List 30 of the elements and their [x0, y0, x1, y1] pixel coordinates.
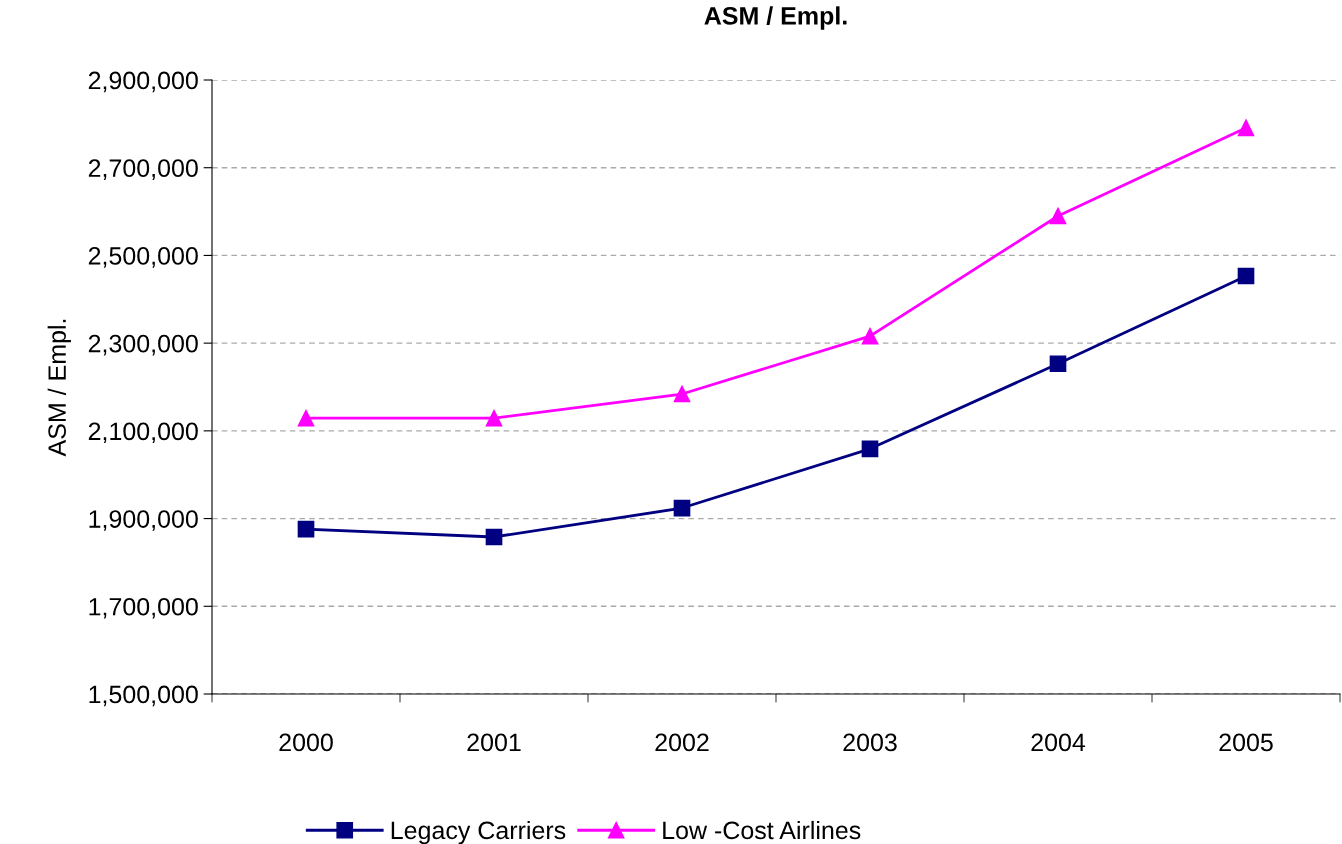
point	[673, 385, 691, 403]
y-tick-label: 2,300,000	[88, 334, 198, 356]
y-tick-label: 2,900,000	[88, 71, 198, 93]
legend-label: Low -Cost Airlines	[663, 820, 861, 840]
point	[297, 520, 315, 538]
y-tick-label: 2,700,000	[88, 159, 198, 180]
y-axis-title: ASM / Empl.	[47, 319, 71, 457]
point	[297, 409, 315, 427]
y-tick-label: 1,700,000	[89, 597, 198, 619]
point	[485, 528, 503, 546]
legend-label: Legacy Carriers	[391, 820, 566, 844]
y-tick-label: 2,500,000	[88, 247, 198, 268]
x-tick-label: 2005	[1219, 733, 1273, 752]
x-tick-label: 2004	[1031, 733, 1086, 752]
y-tick-label: 2,100,000	[88, 422, 198, 444]
x-tick-label: 2000	[279, 733, 333, 752]
point	[1049, 355, 1067, 373]
point	[1237, 267, 1255, 285]
point	[861, 327, 879, 345]
chart-title: ASM / Empl.	[704, 6, 847, 30]
x-tick-label: 2002	[655, 733, 709, 752]
point	[1237, 119, 1255, 137]
x-tick-label: 2001	[467, 733, 521, 752]
y-tick-label: 1,500,000	[89, 685, 198, 707]
y-tick-label: 1,900,000	[89, 510, 198, 531]
point	[673, 499, 691, 517]
point	[1049, 207, 1067, 225]
x-tick-label: 2003	[843, 733, 897, 752]
point	[485, 409, 503, 427]
point	[861, 440, 879, 458]
